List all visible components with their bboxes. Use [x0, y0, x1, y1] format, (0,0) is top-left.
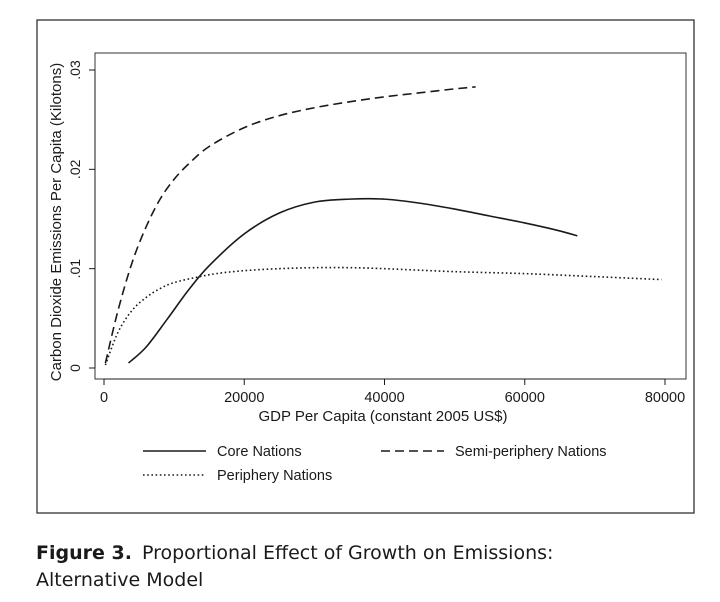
legend-label-semi-periphery: Semi-periphery Nations — [455, 444, 607, 460]
x-axis-label: GDP Per Capita (constant 2005 US$) — [258, 408, 507, 425]
legend-label-core: Core Nations — [217, 444, 302, 460]
x-tick-label: 40000 — [364, 390, 404, 406]
x-tick-label: 80000 — [645, 390, 685, 406]
y-tick-label: .01 — [67, 259, 83, 279]
figure-frame — [36, 19, 695, 514]
series-line-periphery — [104, 266, 662, 366]
legend-item-semi-periphery: Semi-periphery Nations — [381, 444, 607, 460]
legend-item-core: Core Nations — [143, 444, 302, 460]
legend: Core Nations Semi-periphery Nations Peri… — [143, 444, 607, 484]
series-lines — [104, 86, 662, 366]
y-tick-label: 0 — [67, 364, 83, 372]
x-tick-label: 0 — [100, 390, 108, 406]
series-line-core — [128, 197, 578, 364]
y-tick-label: .02 — [67, 159, 83, 179]
legend-label-periphery: Periphery Nations — [217, 468, 332, 484]
legend-item-periphery: Periphery Nations — [143, 468, 332, 484]
caption-line-2: Alternative Model — [36, 569, 204, 591]
figure-title: Proportional Effect of Growth on Emissio… — [141, 542, 554, 564]
caption-line-1: Figure 3. Proportional Effect of Growth … — [36, 540, 696, 567]
figure-caption: Figure 3. Proportional Effect of Growth … — [36, 540, 696, 594]
x-tick-label: 20000 — [224, 390, 264, 406]
x-tick-label: 60000 — [505, 390, 545, 406]
figure-number: Figure 3. — [36, 542, 132, 564]
x-axis-ticks: 0 20000 40000 60000 80000 — [100, 379, 685, 406]
y-tick-label: .03 — [67, 60, 83, 80]
chart: 0 .01 .02 .03 0 20000 40000 60000 80000 GDP Per… — [36, 19, 695, 514]
y-axis-label: Carbon Dioxide Emissions Per Capita (Kil… — [48, 63, 65, 381]
y-axis-ticks: 0 .01 .02 .03 — [67, 60, 95, 372]
